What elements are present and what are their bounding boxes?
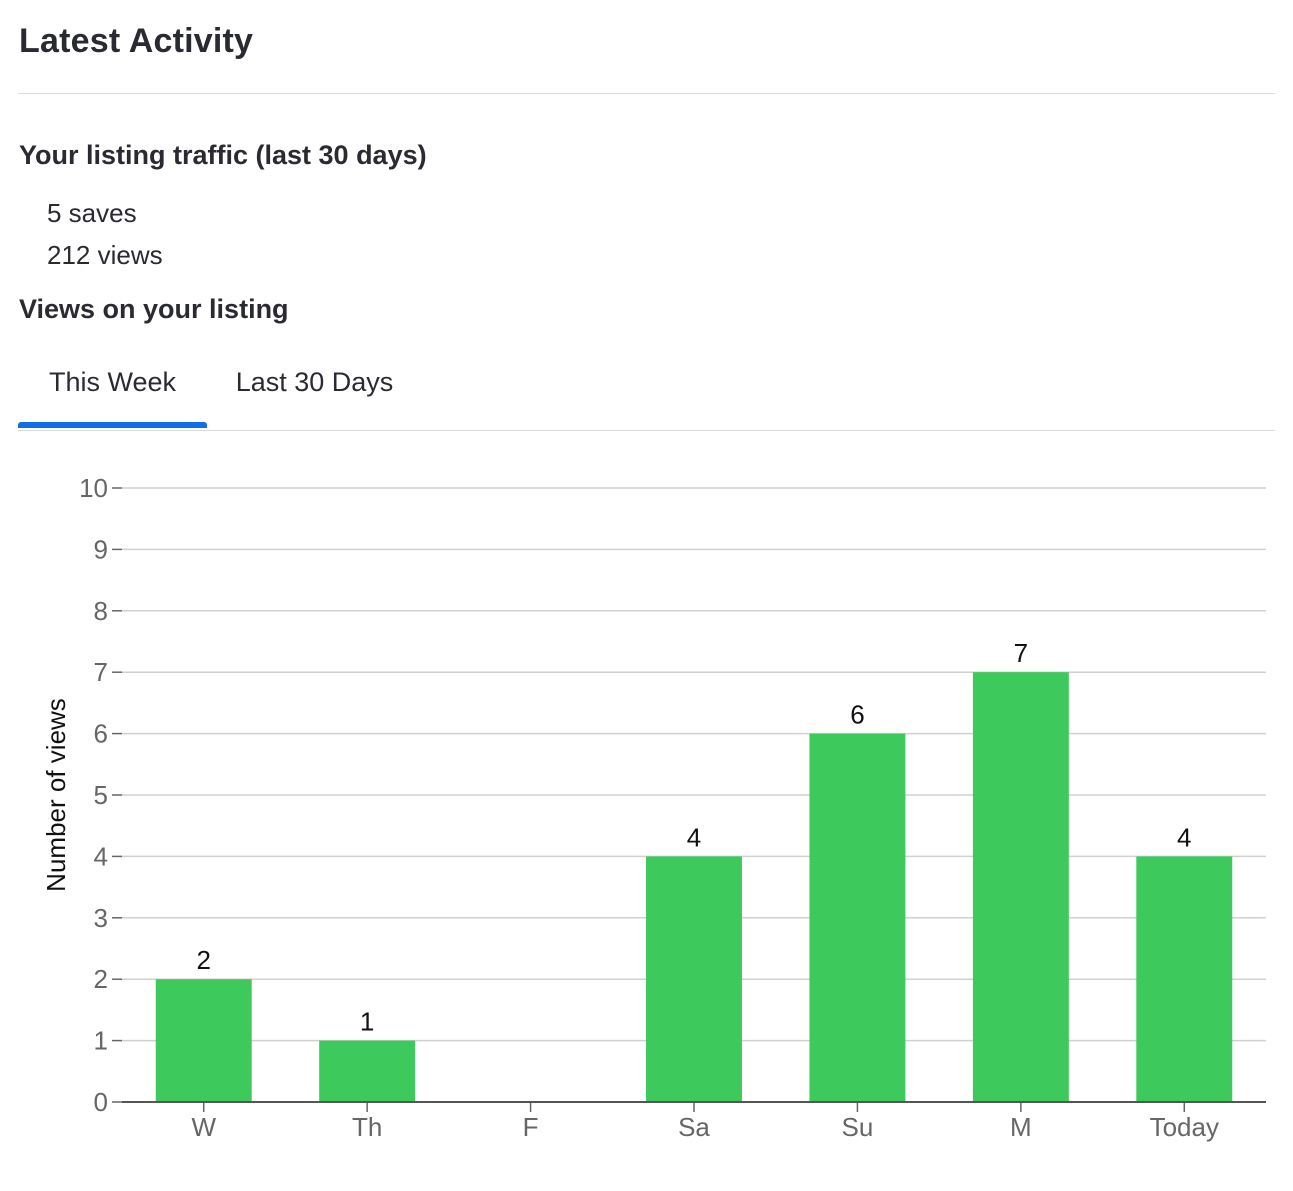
tab-last-30-days[interactable]: Last 30 Days (207, 350, 422, 428)
y-axis-title: Number of views (41, 698, 71, 892)
x-tick-label: W (191, 1112, 216, 1142)
views-heading: Views on your listing (19, 294, 289, 324)
bar-value-label: 6 (850, 700, 864, 730)
traffic-heading: Your listing traffic (last 30 days) (19, 140, 427, 170)
y-tick-label: 5 (94, 780, 108, 810)
y-tick-label: 2 (94, 964, 108, 994)
x-tick-label: F (523, 1112, 539, 1142)
tabs-divider (18, 430, 1275, 431)
bar (1136, 856, 1233, 1102)
bar (319, 1040, 416, 1102)
tab-this-week[interactable]: This Week (18, 350, 207, 428)
bar-value-label: 4 (687, 822, 701, 852)
header-divider (18, 93, 1275, 94)
bar (809, 733, 906, 1102)
x-tick-label: M (1010, 1112, 1032, 1142)
x-tick-label: Today (1150, 1112, 1219, 1142)
views-tabs: This Week Last 30 Days (18, 350, 1275, 431)
active-tab-indicator (18, 422, 207, 428)
x-tick-label: Sa (678, 1112, 710, 1142)
y-tick-label: 10 (79, 473, 108, 503)
tab-last-30-days-label: Last 30 Days (235, 367, 394, 397)
y-tick-label: 1 (94, 1026, 108, 1056)
bar (972, 672, 1069, 1102)
saves-count: 5 saves (47, 198, 137, 228)
tab-this-week-label: This Week (48, 367, 177, 397)
views-count: 212 views (47, 240, 163, 270)
bar-value-label: 2 (196, 945, 210, 975)
y-tick-label: 7 (94, 657, 108, 687)
bar (155, 979, 252, 1102)
x-tick-label: Th (352, 1112, 382, 1142)
x-tick-label: Su (842, 1112, 874, 1142)
y-tick-label: 9 (94, 534, 108, 564)
y-tick-label: 3 (94, 903, 108, 933)
bar-value-label: 1 (360, 1007, 374, 1037)
y-tick-label: 4 (94, 841, 108, 871)
y-tick-label: 8 (94, 596, 108, 626)
bar-value-label: 4 (1177, 822, 1191, 852)
bar (646, 856, 742, 1102)
page-title: Latest Activity (19, 22, 254, 60)
bar-value-label: 7 (1014, 638, 1028, 668)
y-tick-label: 0 (94, 1087, 108, 1117)
y-tick-label: 6 (94, 719, 108, 749)
